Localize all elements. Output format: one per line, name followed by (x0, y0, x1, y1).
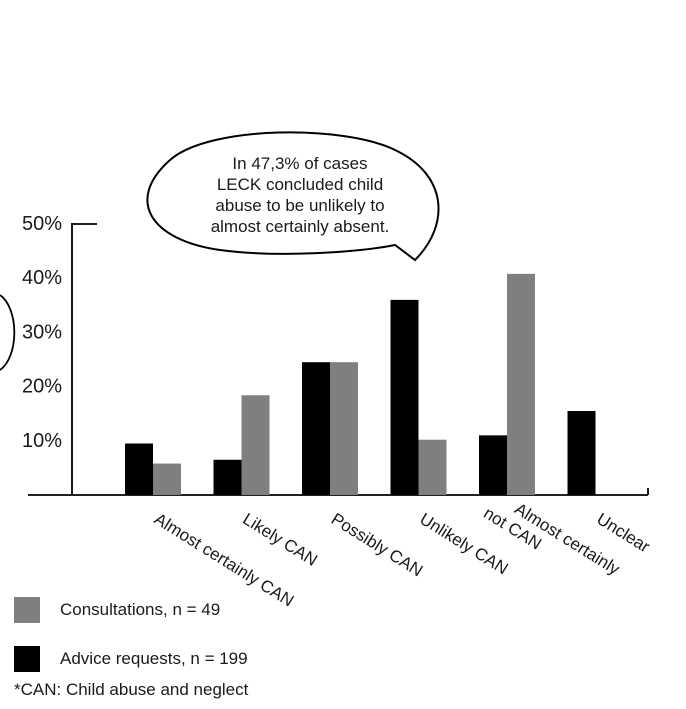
cropped-circle-decoration (0, 294, 16, 371)
speech-bubble (146, 131, 440, 262)
y-tick-labels: 10% 20% 30% 40% 50% (22, 213, 62, 452)
footnote: *CAN: Child abuse and neglect (14, 680, 249, 699)
legend-item-consultations: Consultations, n = 49 (14, 597, 220, 623)
bar (153, 463, 181, 495)
x-tick-label: Possibly CAN (328, 509, 426, 580)
bar (213, 459, 242, 495)
speech-bubble-text: In 47,3% of cases LECK concluded child abu… (211, 154, 390, 236)
y-tick-label: 10% (22, 430, 62, 452)
y-tick-label: 20% (22, 376, 62, 398)
legend-label-advice-requests: Advice requests, n = 199 (60, 649, 248, 668)
bar (479, 435, 507, 495)
y-tick-label: 30% (22, 321, 62, 343)
bars (125, 273, 596, 495)
legend-swatch-advice-requests (14, 646, 40, 672)
legend-swatch-consultations (14, 597, 40, 623)
y-tick-label: 40% (22, 267, 62, 289)
x-tick-label: Likely CAN (239, 509, 320, 570)
svg-text:Almost certainlynot CAN: Almost certainlynot CAN (480, 486, 623, 596)
legend-item-advice-requests: Advice requests, n = 199 (14, 646, 248, 672)
bar (330, 362, 358, 495)
bar (390, 299, 419, 495)
svg-text:Likely CAN: Likely CAN (239, 509, 320, 570)
bar (507, 273, 535, 495)
legend-label-consultations: Consultations, n = 49 (60, 600, 221, 619)
bar (418, 439, 447, 495)
bar (302, 362, 330, 495)
x-tick-label: Almost certainlynot CAN (480, 486, 623, 596)
bar (567, 410, 596, 495)
bar (241, 395, 270, 495)
svg-text:Possibly CAN: Possibly CAN (328, 509, 426, 580)
bar (125, 443, 153, 495)
y-tick-label: 50% (22, 213, 62, 235)
